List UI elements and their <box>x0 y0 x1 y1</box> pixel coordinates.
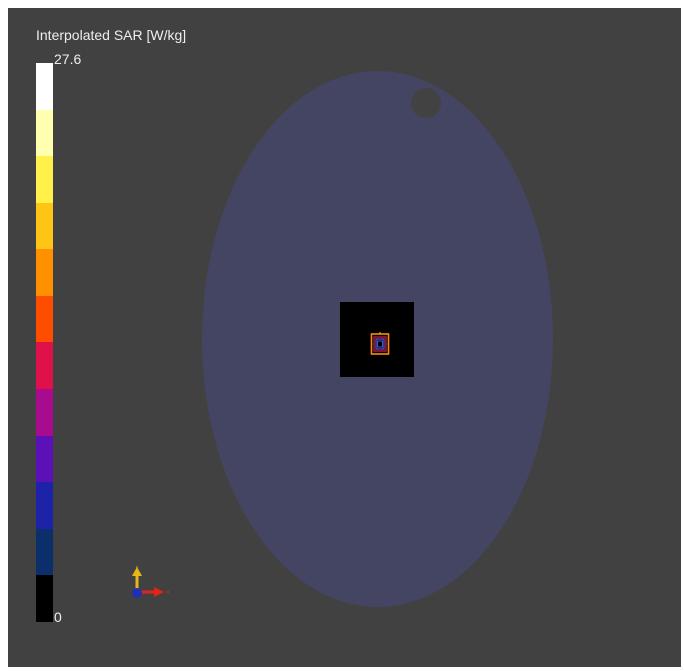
sar-3d-viewport[interactable]: Interpolated SAR [W/kg] 27.6 0 <box>8 8 681 667</box>
sar-colorbar <box>36 63 53 622</box>
colorbar-segment <box>36 342 53 390</box>
colorbar-segment <box>36 156 53 203</box>
colorbar-segment <box>36 482 53 529</box>
scan-area <box>340 302 414 377</box>
colorbar-segment <box>36 528 53 576</box>
colorbar-segment <box>36 295 53 343</box>
antenna-icon <box>370 332 390 355</box>
colorbar-segment <box>36 249 53 296</box>
colorbar-segment <box>36 63 53 110</box>
colorbar-segment <box>36 109 53 157</box>
colorbar-segment <box>36 202 53 250</box>
x-axis-tip <box>167 591 169 593</box>
colorbar-min-label: 0 <box>54 609 62 625</box>
phantom-marker-hole <box>411 88 441 118</box>
colorbar-title: Interpolated SAR [W/kg] <box>36 27 187 43</box>
axes-triad-icon <box>132 566 169 598</box>
z-axis-dot <box>132 588 142 598</box>
colorbar-segment <box>36 389 53 436</box>
y-axis-tip <box>136 566 138 568</box>
y-axis-arrowhead <box>132 567 142 576</box>
x-axis-arrowhead <box>154 587 164 597</box>
colorbar-segment <box>36 575 53 622</box>
colorbar-segment <box>36 435 53 483</box>
colorbar-max-label: 27.6 <box>54 51 82 67</box>
